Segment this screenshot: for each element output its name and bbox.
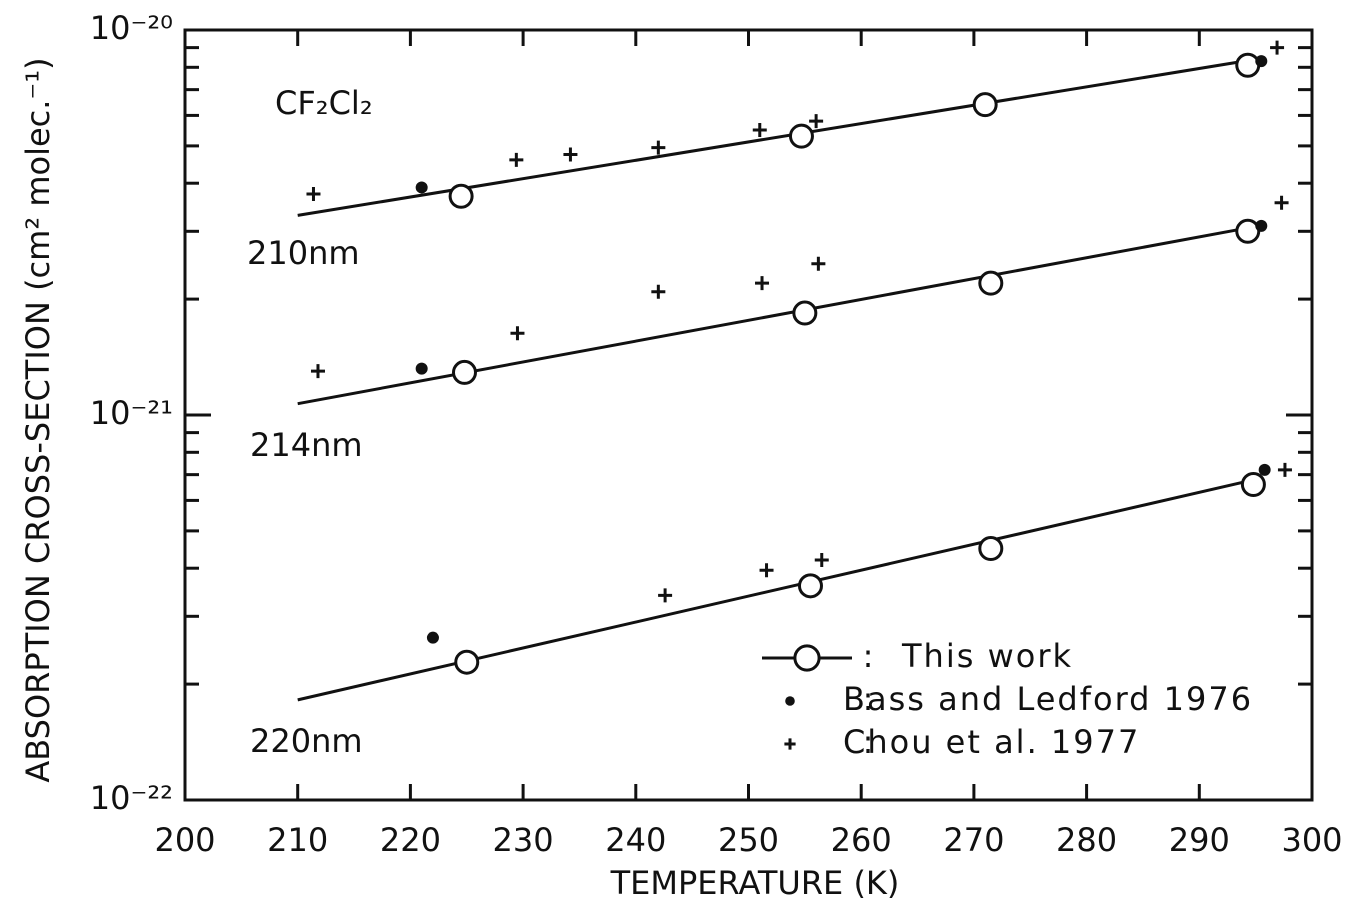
circle-marker: [788, 123, 814, 149]
x-tick-label: 270: [943, 821, 1004, 859]
plus-marker: [755, 276, 770, 291]
circle-marker: [1235, 218, 1261, 244]
circle-marker: [448, 183, 474, 209]
star-marker: [1258, 463, 1271, 476]
x-tick-label: 210: [267, 821, 328, 859]
star-marker: [415, 181, 428, 194]
plus-marker: [509, 152, 524, 167]
x-tick-label: 220: [380, 821, 441, 859]
circle-marker: [978, 270, 1004, 296]
circle-marker: [793, 644, 821, 672]
circle-marker: [797, 573, 823, 599]
plus-marker: [651, 284, 666, 299]
y-tick-label: 10⁻²²: [90, 779, 173, 817]
plus-marker: [651, 140, 666, 155]
x-tick-label: 260: [831, 821, 892, 859]
plus-marker: [658, 588, 673, 603]
plus-marker: [510, 326, 525, 341]
star-marker: [785, 696, 795, 706]
x-tick-label: 240: [605, 821, 666, 859]
star-marker: [415, 362, 428, 375]
plus-marker: [310, 364, 325, 379]
circle-marker: [978, 536, 1004, 562]
plus-marker: [784, 738, 796, 750]
fit-line: [297, 59, 1245, 217]
x-tick-label: 280: [1056, 821, 1117, 859]
plus-marker: [752, 122, 767, 137]
y-tick-label: 10⁻²⁰: [90, 9, 173, 47]
plus-marker: [1274, 195, 1289, 210]
circle-marker: [792, 300, 818, 326]
legend-label: This work: [901, 637, 1073, 675]
fit-line: [297, 480, 1245, 702]
plus-marker: [809, 114, 824, 129]
annotation: 220nm: [250, 722, 363, 760]
x-tick-label: 230: [493, 821, 554, 859]
x-tick-label: 200: [154, 821, 215, 859]
annotation: 214nm: [250, 426, 363, 464]
circle-marker: [454, 649, 480, 675]
x-tick-label: 290: [1169, 821, 1230, 859]
plus-marker: [814, 553, 829, 568]
annotation: 210nm: [247, 234, 360, 272]
legend-colon: :: [863, 680, 874, 718]
plus-marker: [811, 256, 826, 271]
plus-marker: [306, 186, 321, 201]
circle-marker: [972, 92, 998, 118]
legend-colon: :: [863, 637, 874, 675]
circle-marker: [1235, 52, 1261, 78]
legend-colon: :: [863, 723, 874, 761]
x-axis-label: TEMPERATURE (K): [610, 864, 900, 902]
legend-label: Bass and Ledford 1976: [843, 680, 1253, 718]
fit-line: [297, 227, 1245, 406]
star-marker: [426, 631, 439, 644]
circle-marker: [1240, 471, 1266, 497]
x-tick-label: 300: [1281, 821, 1342, 859]
x-tick-label: 250: [718, 821, 779, 859]
star-marker: [1255, 55, 1268, 68]
y-axis-label: ABSORPTION CROSS-SECTION (cm² molec.⁻¹): [19, 57, 57, 782]
annotation: CF₂Cl₂: [275, 84, 373, 122]
plus-marker: [759, 563, 774, 578]
plus-marker: [1277, 462, 1292, 477]
circle-marker: [451, 359, 477, 385]
legend-label: Chou et al. 1977: [843, 723, 1140, 761]
plus-marker: [1270, 40, 1285, 55]
y-tick-label: 10⁻²¹: [90, 394, 173, 432]
plus-marker: [563, 147, 578, 162]
star-marker: [1255, 219, 1268, 232]
